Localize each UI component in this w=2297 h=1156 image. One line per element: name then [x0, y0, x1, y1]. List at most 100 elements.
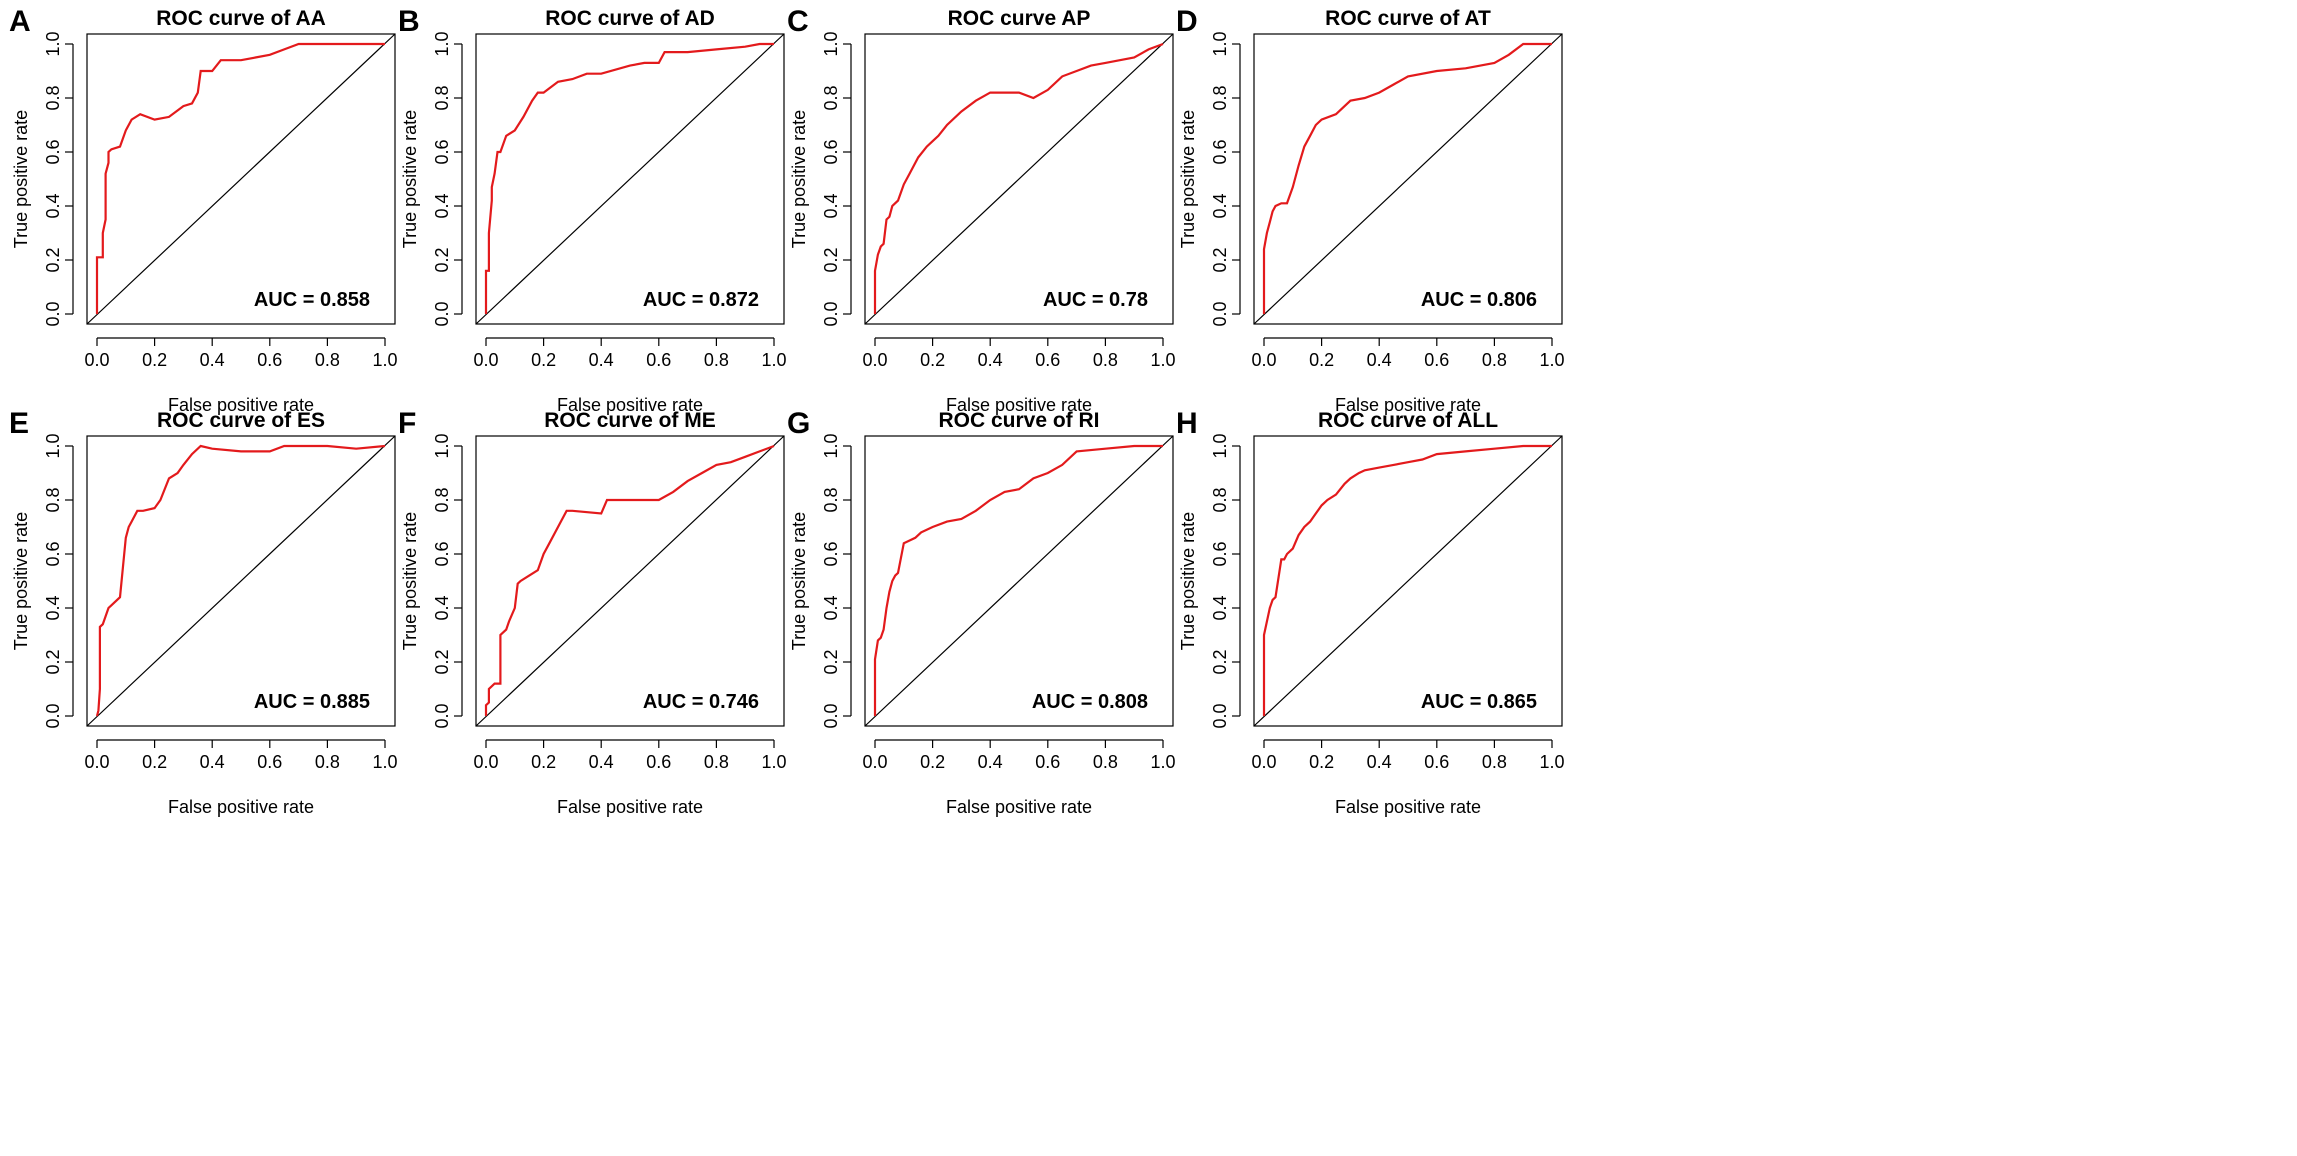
y-tick-label: 0.6: [43, 541, 63, 566]
panel-b: B ROC curve of AD 0.0 0.2 0.4 0.6 0.8 1.0 0.0 0.2…: [398, 5, 787, 415]
x-tick-label: 1.0: [372, 350, 397, 370]
chart-title: ROC curve of ME: [544, 409, 716, 432]
x-tick-label: 0.0: [1251, 752, 1276, 772]
y-tick-label: 0.0: [821, 301, 841, 326]
auc-label: AUC = 0.806: [1421, 289, 1537, 311]
chart-title: ROC curve AP: [948, 7, 1091, 30]
panel-e: E ROC curve of ES 0.0 0.2 0.4 0.6 0.8 1.0 0.0 0.2…: [9, 407, 398, 817]
y-tick-label: 0.6: [432, 139, 452, 164]
chart-title: ROC curve of ALL: [1318, 409, 1498, 432]
x-tick-label: 0.8: [1093, 752, 1118, 772]
y-axis-label: True positive rate: [400, 512, 420, 650]
x-axis-label: False positive rate: [946, 395, 1092, 415]
y-tick-label: 0.2: [43, 649, 63, 674]
y-tick-label: 1.0: [43, 433, 63, 458]
panel-f: F ROC curve of ME 0.0 0.2 0.4 0.6 0.8 1.0 0.0 0.2…: [398, 407, 787, 817]
panel-letter: F: [398, 407, 416, 440]
y-tick-label: 0.4: [1210, 193, 1230, 218]
chart-title: ROC curve of ES: [157, 409, 325, 432]
x-tick-label: 1.0: [372, 752, 397, 772]
x-tick-label: 0.6: [257, 752, 282, 772]
y-tick-label: 0.4: [1210, 595, 1230, 620]
y-axis-label: True positive rate: [1178, 512, 1198, 650]
x-tick-label: 1.0: [1539, 752, 1564, 772]
panel-a: A ROC curve of AA 0.0 0.2 0.4 0.6 0.8 1.0 0.0 0.2…: [9, 5, 398, 415]
y-axis-label: True positive rate: [1178, 110, 1198, 248]
y-tick-label: 0.6: [1210, 139, 1230, 164]
y-tick-label: 0.0: [821, 703, 841, 728]
chart-title: ROC curve of AT: [1325, 7, 1491, 30]
panel-d: D ROC curve of AT 0.0 0.2 0.4 0.6 0.8 1.0 0.0 0.2…: [1176, 5, 1565, 415]
x-tick-label: 1.0: [1150, 752, 1175, 772]
x-tick-label: 0.2: [531, 752, 556, 772]
panel-letter: B: [398, 5, 420, 38]
x-axis-label: False positive rate: [168, 395, 314, 415]
x-tick-label: 0.4: [589, 350, 614, 370]
x-tick-label: 0.8: [704, 752, 729, 772]
y-axis-label: True positive rate: [11, 512, 31, 650]
panel-letter: C: [787, 5, 809, 38]
x-tick-label: 0.6: [1424, 350, 1449, 370]
y-tick-label: 0.4: [43, 595, 63, 620]
x-tick-label: 0.2: [531, 350, 556, 370]
x-tick-label: 0.2: [142, 752, 167, 772]
y-tick-label: 0.4: [432, 595, 452, 620]
y-tick-label: 0.4: [821, 193, 841, 218]
plot-frame: [86, 33, 396, 325]
plot-frame: [1253, 435, 1563, 727]
chart-title: ROC curve of AD: [545, 7, 715, 30]
x-tick-label: 0.8: [315, 752, 340, 772]
x-tick-label: 1.0: [761, 752, 786, 772]
y-tick-label: 1.0: [1210, 31, 1230, 56]
auc-label: AUC = 0.858: [254, 289, 370, 311]
x-tick-label: 0.0: [473, 752, 498, 772]
x-tick-label: 0.0: [84, 350, 109, 370]
panel-h: H ROC curve of ALL 0.0 0.2 0.4 0.6 0.8 1.0 0.0 0.…: [1176, 407, 1565, 817]
x-tick-label: 0.6: [646, 752, 671, 772]
x-tick-label: 1.0: [761, 350, 786, 370]
x-tick-label: 0.4: [200, 350, 225, 370]
x-tick-label: 0.8: [315, 350, 340, 370]
roc-curve-line: [95, 444, 386, 717]
plot-frame: [475, 435, 785, 727]
x-tick-label: 0.4: [1367, 752, 1392, 772]
auc-label: AUC = 0.746: [643, 691, 759, 713]
y-tick-label: 0.0: [1210, 703, 1230, 728]
y-tick-label: 0.8: [1210, 487, 1230, 512]
y-tick-label: 0.8: [432, 487, 452, 512]
y-tick-label: 0.0: [432, 703, 452, 728]
chance-diagonal-line: [864, 435, 1174, 727]
y-tick-label: 0.8: [43, 487, 63, 512]
x-tick-label: 0.6: [1424, 752, 1449, 772]
x-tick-label: 0.2: [920, 350, 945, 370]
x-tick-label: 0.4: [978, 350, 1003, 370]
y-tick-label: 0.6: [43, 139, 63, 164]
panel-letter: E: [9, 407, 29, 440]
plot-frame: [475, 33, 785, 325]
y-tick-label: 0.4: [43, 193, 63, 218]
y-tick-label: 0.2: [1210, 649, 1230, 674]
auc-label: AUC = 0.808: [1032, 691, 1148, 713]
x-tick-label: 0.4: [978, 752, 1003, 772]
x-tick-label: 1.0: [1150, 350, 1175, 370]
y-tick-label: 1.0: [432, 31, 452, 56]
auc-label: AUC = 0.885: [254, 691, 370, 713]
x-tick-label: 0.8: [1482, 752, 1507, 772]
roc-curve-line: [873, 444, 1163, 716]
y-tick-label: 0.8: [43, 85, 63, 110]
x-axis-label: False positive rate: [557, 797, 703, 817]
y-tick-label: 0.0: [432, 301, 452, 326]
x-tick-label: 0.2: [1309, 350, 1334, 370]
x-tick-label: 0.2: [1309, 752, 1334, 772]
y-tick-label: 1.0: [43, 31, 63, 56]
chance-diagonal-line: [86, 435, 396, 727]
chance-diagonal-line: [86, 33, 396, 325]
panel-letter: D: [1176, 5, 1198, 38]
panel-c: C ROC curve AP 0.0 0.2 0.4 0.6 0.8 1.0 0.0 0.2 0.4…: [787, 5, 1176, 415]
y-tick-label: 0.0: [43, 301, 63, 326]
y-tick-label: 0.2: [43, 247, 63, 272]
y-axis-label: True positive rate: [11, 110, 31, 248]
panel-letter: H: [1176, 407, 1198, 440]
x-tick-label: 0.0: [1251, 350, 1276, 370]
y-tick-label: 0.6: [821, 139, 841, 164]
